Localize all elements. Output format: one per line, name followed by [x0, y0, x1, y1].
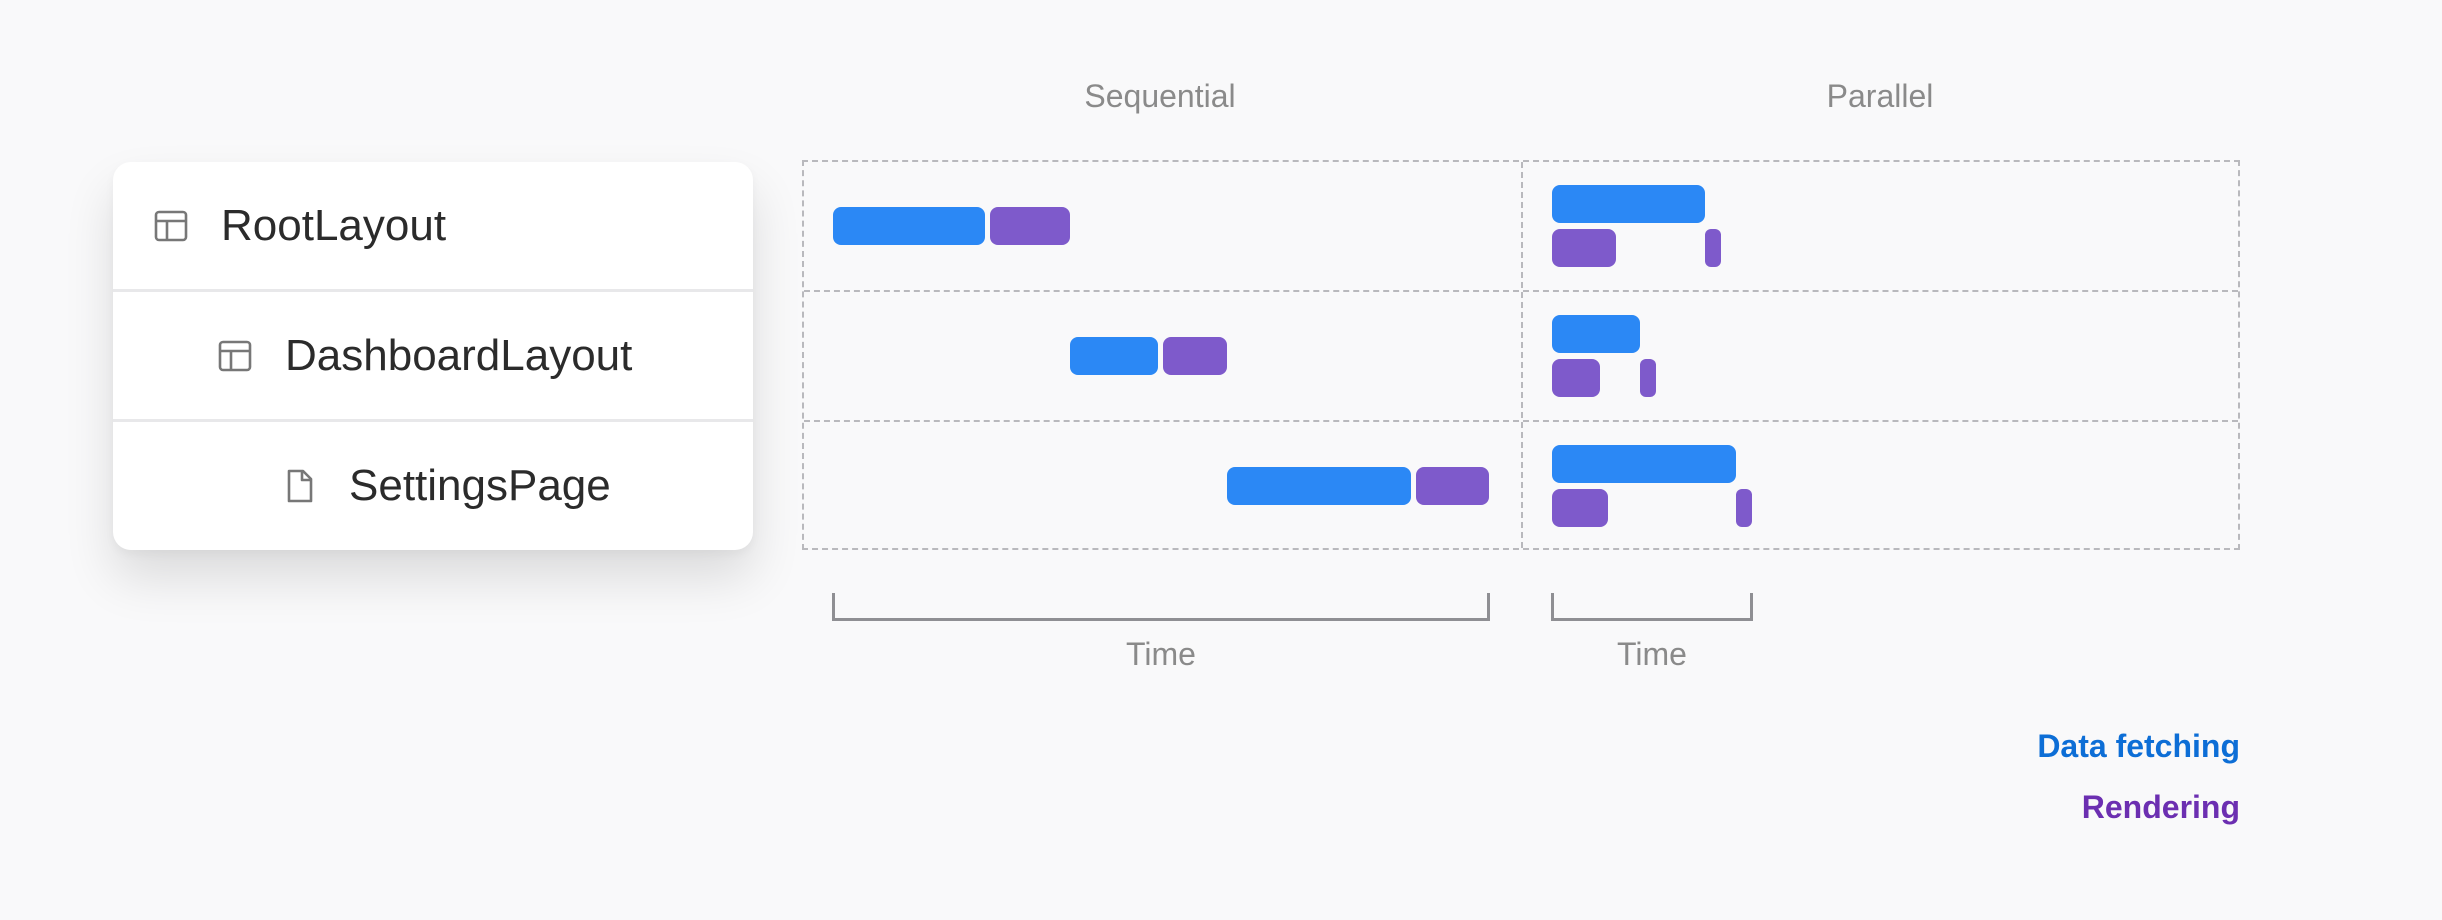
sequential-dashboard-fetching-bar	[1070, 337, 1158, 375]
parallel-root-rendering-tail-bar	[1705, 229, 1721, 267]
column-divider	[1521, 162, 1523, 548]
parallel-dashboard-rendering-bar	[1552, 359, 1600, 397]
sequential-settings-rendering-bar	[1416, 467, 1489, 505]
tree-item-label: DashboardLayout	[285, 331, 633, 380]
sequential-settings-fetching-bar	[1227, 467, 1411, 505]
legend-rendering: Rendering	[2081, 789, 2240, 825]
file-icon	[287, 469, 313, 503]
tree-item-label: SettingsPage	[349, 461, 611, 510]
parallel-dashboard-fetching-bar	[1552, 315, 1640, 353]
tree-item-dashboard-layout: DashboardLayout	[113, 292, 753, 420]
tree-item-label: RootLayout	[221, 201, 447, 250]
sequential-root-fetching-bar	[833, 207, 985, 245]
parallel-dashboard-rendering-tail-bar	[1640, 359, 1656, 397]
divider	[113, 289, 753, 292]
parallel-settings-rendering-tail-bar	[1736, 489, 1752, 527]
layout-icon	[218, 340, 252, 372]
parallel-time-label: Time	[1617, 636, 1687, 672]
parallel-time-bracket	[1551, 593, 1753, 621]
parallel-root-rendering-bar	[1552, 229, 1616, 267]
sequential-title: Sequential	[1084, 78, 1236, 114]
legend-data-fetching: Data fetching	[2037, 728, 2240, 764]
tree-item-root-layout: RootLayout	[113, 162, 753, 290]
parallel-settings-fetching-bar	[1552, 445, 1736, 483]
divider	[113, 419, 753, 422]
parallel-title: Parallel	[1826, 78, 1934, 114]
sequential-root-rendering-bar	[990, 207, 1070, 245]
sequential-time-bracket	[832, 593, 1490, 621]
sequential-dashboard-rendering-bar	[1163, 337, 1227, 375]
tree-item-settings-page: SettingsPage	[113, 422, 753, 550]
parallel-settings-rendering-bar	[1552, 489, 1608, 527]
sequential-time-label: Time	[1126, 636, 1196, 672]
timeline-grid	[802, 160, 2240, 550]
layout-icon	[154, 210, 188, 242]
component-tree-card: RootLayout DashboardLayout SettingsPage	[113, 162, 753, 550]
parallel-root-fetching-bar	[1552, 185, 1705, 223]
